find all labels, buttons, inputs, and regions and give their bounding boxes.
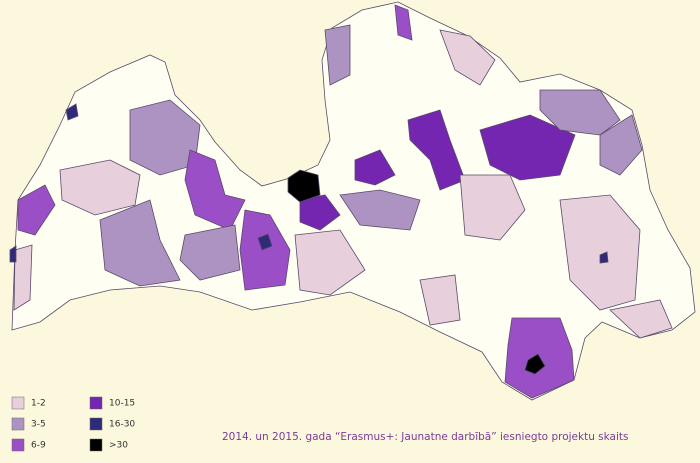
legend-swatch	[11, 417, 25, 431]
region	[324, 24, 351, 86]
region	[354, 149, 396, 186]
municipalities	[9, 1, 696, 401]
region	[65, 103, 79, 121]
region	[524, 353, 546, 375]
legend-label: 3-5	[31, 420, 46, 430]
region	[407, 109, 466, 191]
region	[439, 29, 496, 86]
legend-swatch	[11, 396, 25, 410]
legend-label: 6-9	[31, 441, 46, 451]
region	[9, 245, 17, 263]
region	[179, 224, 241, 281]
caption: 2014. un 2015. gada “Erasmus+: Jaunatne …	[222, 431, 629, 443]
region	[599, 114, 643, 176]
legend-swatch	[89, 396, 103, 410]
region	[609, 299, 673, 339]
legend-label: 1-2	[31, 399, 46, 409]
region	[479, 114, 576, 181]
region	[287, 169, 321, 203]
legend-label: >30	[109, 441, 128, 451]
legend-label: 10-15	[109, 399, 135, 409]
region	[59, 159, 141, 216]
region	[13, 244, 33, 311]
region	[17, 184, 56, 236]
region	[459, 174, 526, 241]
legend-swatch	[89, 417, 103, 431]
region	[419, 274, 461, 326]
legend-swatch	[89, 438, 103, 452]
legend-swatch	[11, 438, 25, 452]
legend-label: 16-30	[109, 420, 135, 430]
region	[299, 194, 341, 231]
region	[394, 4, 413, 41]
region	[339, 189, 421, 231]
region	[184, 149, 246, 231]
region	[559, 194, 641, 311]
region	[599, 251, 609, 264]
legend: 1-2 3-5 6-9 10-15 16-30 >30	[11, 396, 135, 452]
region	[257, 233, 273, 251]
region	[99, 199, 181, 287]
region	[239, 209, 291, 291]
region	[294, 229, 366, 296]
